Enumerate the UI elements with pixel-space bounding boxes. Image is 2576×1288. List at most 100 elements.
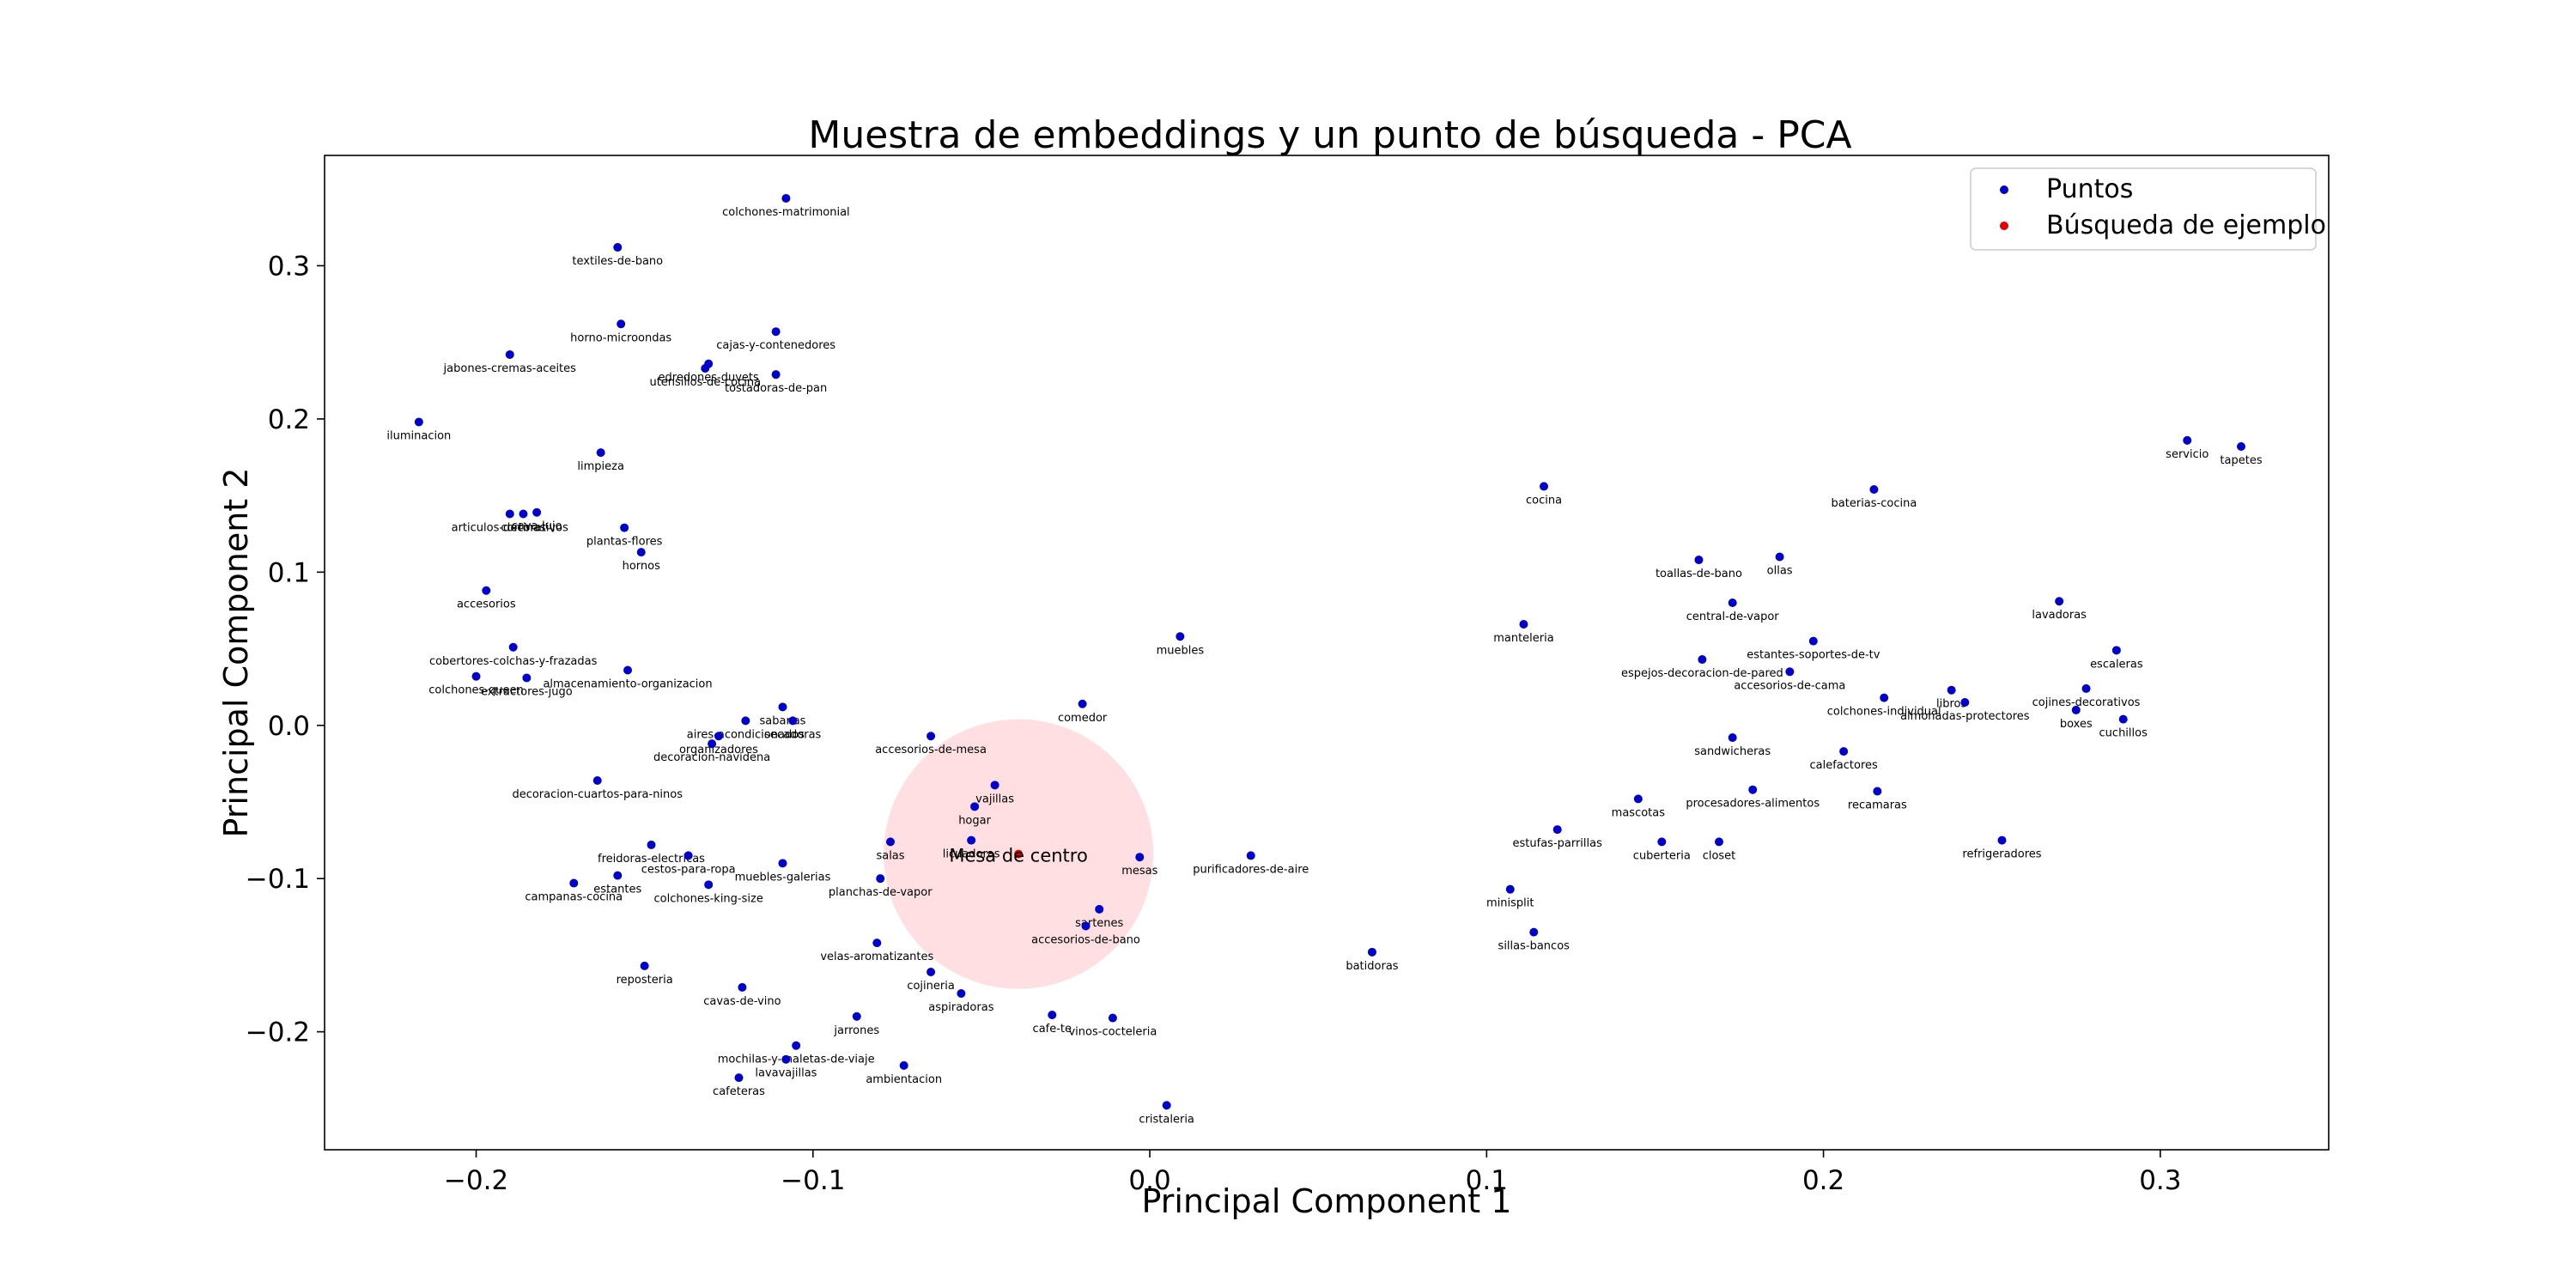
data-point-almohadas-protectores	[1960, 697, 1970, 707]
data-label-muebles: muebles	[1157, 644, 1205, 657]
data-label-cortinas: cortinas	[501, 522, 545, 535]
data-label-jarrones: jarrones	[833, 1024, 879, 1037]
data-point-vajillas	[990, 781, 999, 790]
y-tick-label: 0.3	[268, 251, 310, 282]
data-label-purificadores-de-aire: purificadores-de-aire	[1193, 863, 1309, 876]
data-label-vinos-cocteleria: vinos-cocteleria	[1068, 1026, 1157, 1039]
legend-label-busqueda: Búsqueda de ejemplo	[2046, 210, 2326, 240]
data-label-colchones-queen: colchones-queen	[428, 684, 523, 697]
data-point-central-de-vapor	[1728, 598, 1737, 608]
data-label-articulos-decorativos: articulos-decorativos	[452, 522, 568, 535]
data-label-cuchillos: cuchillos	[2099, 727, 2148, 740]
data-label-iluminacion: iluminacion	[386, 429, 451, 442]
legend-label-puntos: Puntos	[2046, 174, 2133, 204]
data-label-vajillas: vajillas	[975, 793, 1014, 805]
data-label-cafe-te: cafe-te	[1033, 1023, 1072, 1036]
data-label-jabones-cremas-aceites: jabones-cremas-aceites	[443, 362, 577, 375]
data-point-sillas-bancos	[1529, 927, 1539, 937]
data-point-recamaras	[1873, 787, 1882, 796]
data-point-organizadores	[714, 732, 723, 741]
series-busqueda-de-ejemplo: Mesa de centro	[949, 846, 1087, 866]
data-label-estufas-parrillas: estufas-parrillas	[1513, 837, 1603, 850]
data-label-textiles-de-bano: textiles-de-bano	[572, 255, 663, 268]
data-label-accesorios: accesorios	[457, 598, 516, 611]
data-label-extractores-jugo: extractores-jugo	[481, 685, 573, 698]
x-tick-label: 0.3	[2139, 1165, 2181, 1196]
data-point-muebles-galerias	[778, 859, 787, 868]
data-point-articulos-decorativos	[505, 509, 514, 519]
y-axis-title: Principal Component 2	[217, 468, 255, 838]
data-point-procesadores-alimentos	[1748, 785, 1758, 794]
data-label-mascotas: mascotas	[1612, 806, 1666, 819]
data-point-cavas-de-vino	[738, 982, 747, 992]
data-label-hogar: hogar	[958, 814, 991, 827]
data-point-plantas-flores	[620, 523, 629, 532]
data-point-accesorios-de-cama	[1785, 667, 1795, 677]
data-label-licuadoras: licuadoras	[943, 848, 1000, 861]
data-label-libros: libros	[1936, 698, 1966, 711]
data-point-licuadoras	[967, 835, 976, 845]
data-point-sartenes	[1095, 904, 1104, 914]
data-point-calefactores	[1839, 747, 1849, 756]
data-label-velas-aromatizantes: velas-aromatizantes	[820, 951, 933, 963]
data-point-libros	[1947, 685, 1956, 695]
data-label-almacenamiento-organizacion: almacenamiento-organizacion	[543, 678, 712, 691]
data-label-almohadas-protectores: almohadas-protectores	[1900, 710, 2030, 723]
data-label-minisplit: minisplit	[1486, 897, 1534, 910]
data-label-closet: closet	[1703, 849, 1736, 862]
data-point-freidoras-electricas	[647, 840, 656, 849]
data-point-extractores-jugo	[522, 673, 532, 683]
data-point-accesorios	[482, 586, 491, 595]
y-tick-label: 0.2	[268, 404, 310, 435]
data-label-planchas-de-vapor: planchas-de-vapor	[829, 886, 933, 899]
data-point-cafe-te	[1048, 1010, 1057, 1019]
data-label-muebles-galerias: muebles-galerias	[735, 871, 831, 884]
y-tick-label: −0.2	[246, 1018, 310, 1048]
data-label-toallas-de-bano: toallas-de-bano	[1656, 568, 1742, 580]
legend: Puntos Búsqueda de ejemplo	[1970, 167, 2326, 251]
x-tick-label: −0.1	[781, 1165, 845, 1196]
data-label-horno-microondas: horno-microondas	[570, 331, 671, 344]
data-label-cojineria: cojineria	[907, 980, 955, 993]
data-point-reposteria	[640, 961, 649, 970]
data-label-salas: salas	[876, 849, 904, 862]
data-point-salas	[886, 837, 896, 847]
data-point-cojineria	[927, 968, 936, 977]
data-label-estantes-soportes-de-tv: estantes-soportes-de-tv	[1747, 649, 1880, 662]
data-point-horno-microondas	[617, 319, 626, 329]
data-point-vinos-cocteleria	[1108, 1013, 1117, 1023]
data-label-cobertores-colchas-y-frazadas: cobertores-colchas-y-frazadas	[429, 655, 598, 668]
data-point-tapetes	[2237, 442, 2246, 452]
y-tick-label: −0.1	[246, 864, 310, 895]
data-point-batidoras	[1367, 947, 1376, 957]
data-point-cava-lujo	[532, 507, 542, 517]
data-point-cocina	[1540, 482, 1549, 491]
data-label-cajas-y-contenedores: cajas-y-contenedores	[716, 339, 835, 352]
data-label-refrigeradores: refrigeradores	[1962, 848, 2041, 861]
data-point-colchones-matrimonial	[781, 193, 791, 203]
data-point-baterias-cocina	[1869, 484, 1879, 494]
data-label-lavavajillas: lavavajillas	[755, 1067, 817, 1080]
data-point-cuberteria	[1657, 837, 1667, 847]
data-point-servicio	[2183, 435, 2192, 445]
data-point-decoracion-navidena	[708, 739, 717, 749]
data-point-espejos-decoracion-de-pared	[1698, 655, 1707, 665]
data-point-closet	[1714, 837, 1723, 847]
data-point-mascotas	[1633, 794, 1643, 804]
data-point-muebles	[1176, 632, 1185, 641]
data-point-manteleria	[1519, 619, 1528, 629]
data-point-cobertores-colchas-y-frazadas	[508, 642, 518, 652]
data-label-cuberteria: cuberteria	[1633, 849, 1691, 862]
data-point-purificadores-de-aire	[1246, 851, 1255, 860]
data-label-cavas-de-vino: cavas-de-vino	[703, 995, 781, 1008]
data-point-comedor	[1078, 699, 1087, 708]
data-point-escaleras	[2111, 646, 2121, 655]
data-point-ollas	[1775, 552, 1784, 562]
data-label-accesorios-de-mesa: accesorios-de-mesa	[875, 744, 987, 756]
data-label-hornos: hornos	[623, 560, 661, 573]
data-point-campanas-cocina	[569, 878, 579, 888]
data-label-ambientacion: ambientacion	[866, 1073, 942, 1086]
data-point-aspiradoras	[957, 989, 966, 999]
data-point-cortinas	[519, 509, 528, 519]
data-label-escaleras: escaleras	[2090, 658, 2143, 671]
